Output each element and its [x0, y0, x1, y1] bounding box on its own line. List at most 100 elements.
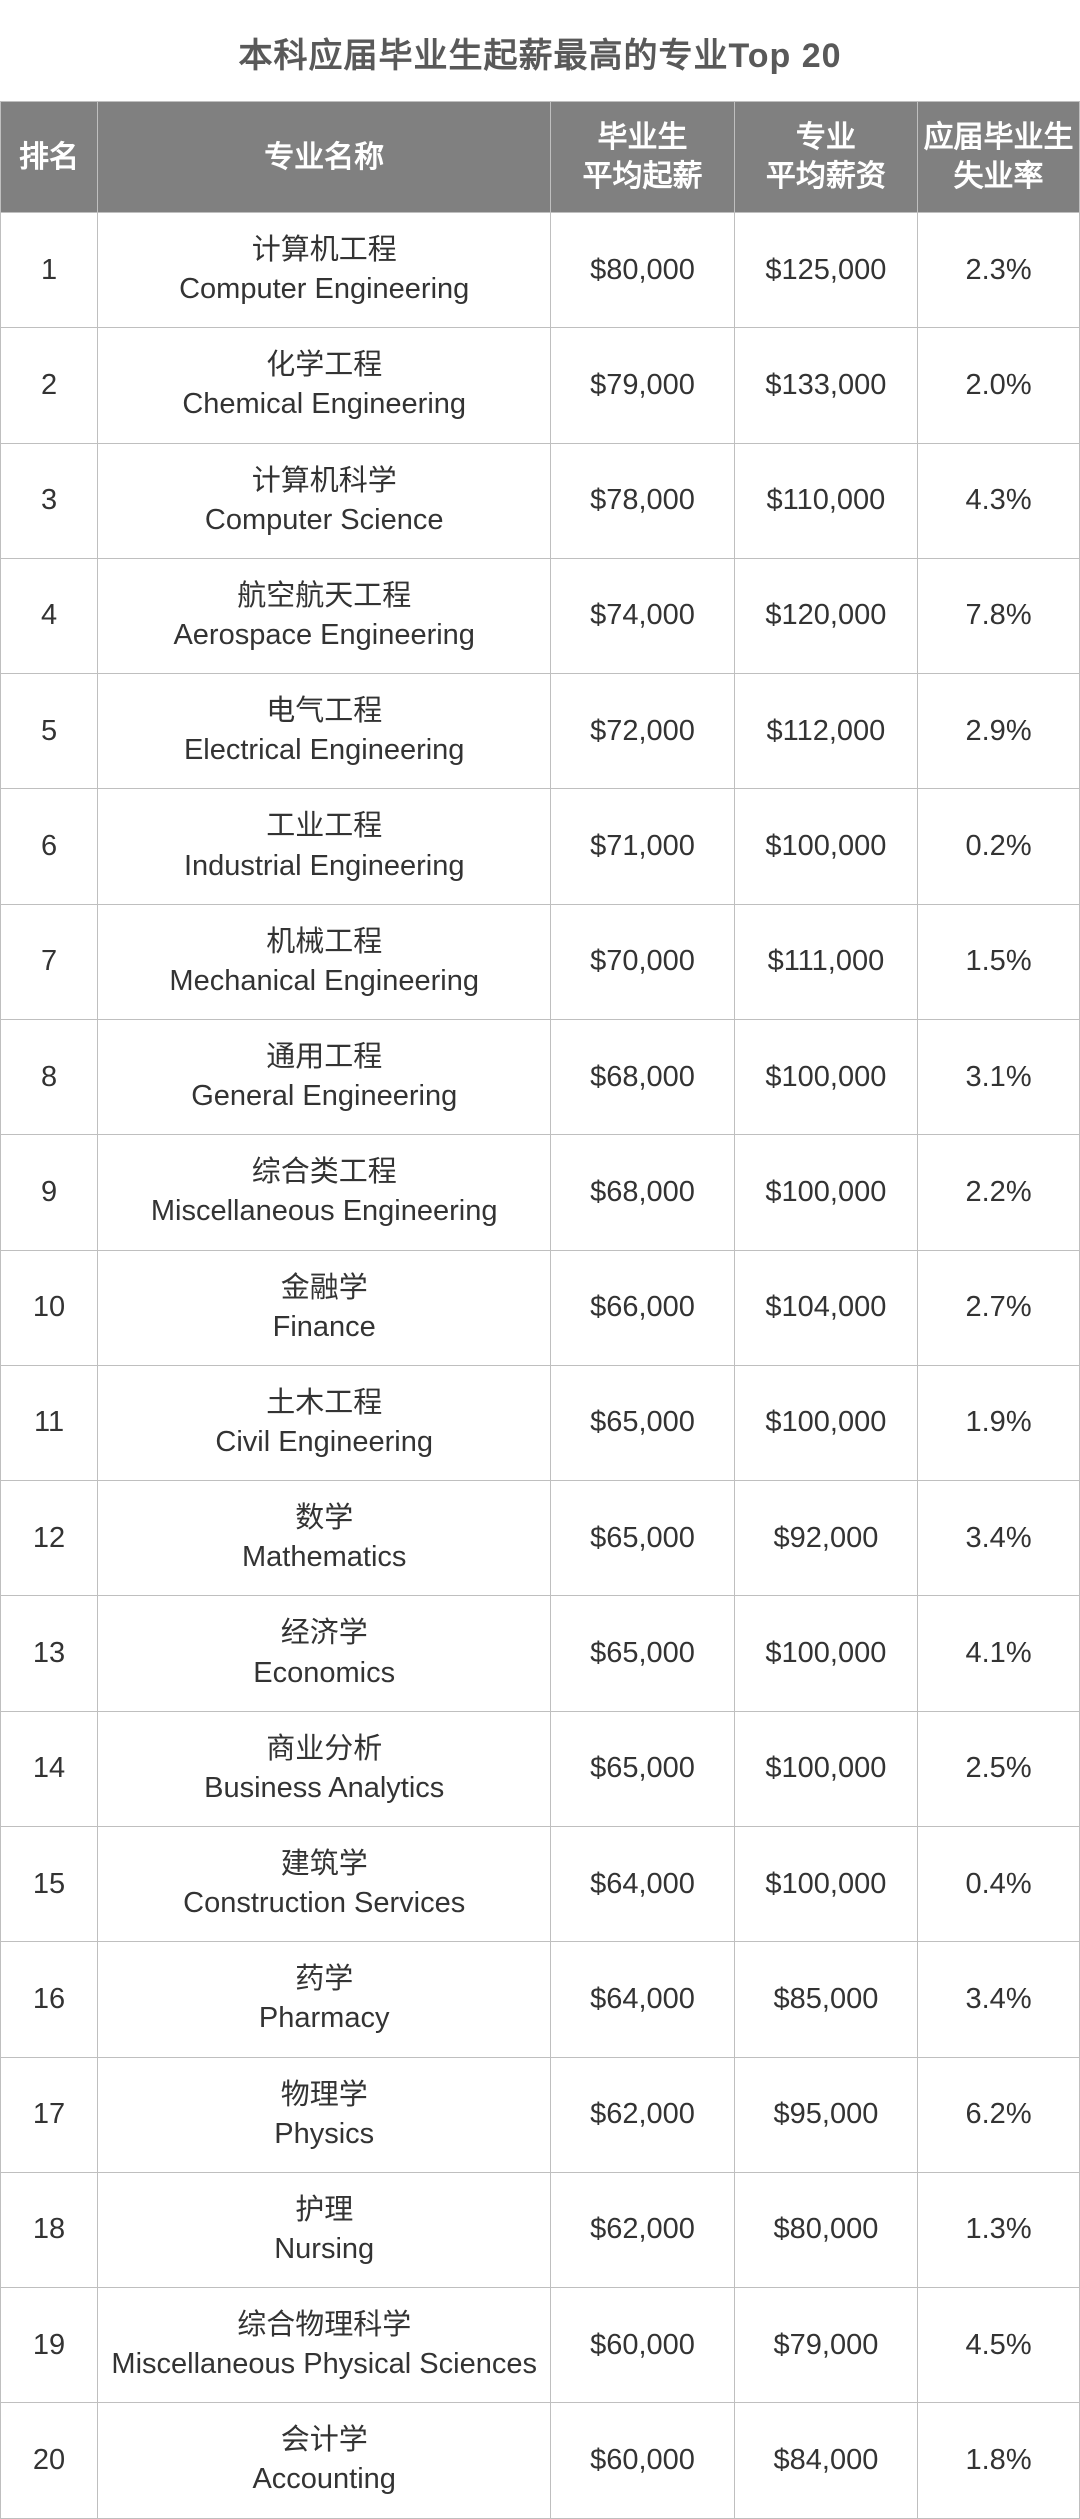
col-header-avg-salary: 专业 平均薪资	[734, 102, 917, 213]
cell-unemployment: 4.5%	[918, 2288, 1080, 2403]
major-name-cn: 通用工程	[102, 1038, 546, 1077]
cell-unemployment: 1.9%	[918, 1365, 1080, 1480]
major-name-cn: 机械工程	[102, 923, 546, 962]
cell-major: 商业分析Business Analytics	[98, 1711, 551, 1826]
header-text: 排名	[5, 138, 93, 177]
cell-start-salary: $65,000	[551, 1596, 734, 1711]
cell-avg-salary: $100,000	[734, 1135, 917, 1250]
table-row: 2化学工程Chemical Engineering$79,000$133,000…	[1, 328, 1080, 443]
col-header-rank: 排名	[1, 102, 98, 213]
cell-major: 工业工程Industrial Engineering	[98, 789, 551, 904]
cell-unemployment: 2.9%	[918, 674, 1080, 789]
table-row: 8通用工程General Engineering$68,000$100,0003…	[1, 1019, 1080, 1134]
cell-unemployment: 6.2%	[918, 2057, 1080, 2172]
cell-rank: 4	[1, 558, 98, 673]
cell-rank: 1	[1, 213, 98, 328]
major-name-en: Electrical Engineering	[102, 731, 546, 770]
cell-avg-salary: $100,000	[734, 1826, 917, 1941]
cell-unemployment: 7.8%	[918, 558, 1080, 673]
major-name-en: General Engineering	[102, 1077, 546, 1116]
table-container: 本科应届毕业生起薪最高的专业Top 20 排名 专业名称 毕业生 平均起薪	[0, 0, 1080, 2519]
major-name-cn: 会计学	[102, 2421, 546, 2460]
cell-major: 航空航天工程Aerospace Engineering	[98, 558, 551, 673]
table-row: 11土木工程Civil Engineering$65,000$100,0001.…	[1, 1365, 1080, 1480]
major-name-cn: 数学	[102, 1499, 546, 1538]
cell-major: 通用工程General Engineering	[98, 1019, 551, 1134]
cell-unemployment: 2.5%	[918, 1711, 1080, 1826]
cell-rank: 19	[1, 2288, 98, 2403]
cell-rank: 20	[1, 2403, 98, 2518]
cell-unemployment: 2.0%	[918, 328, 1080, 443]
major-name-cn: 计算机工程	[102, 231, 546, 270]
cell-major: 经济学Economics	[98, 1596, 551, 1711]
cell-unemployment: 0.4%	[918, 1826, 1080, 1941]
cell-avg-salary: $100,000	[734, 789, 917, 904]
col-header-unemployment: 应届毕业生 失业率	[918, 102, 1080, 213]
cell-major: 数学Mathematics	[98, 1481, 551, 1596]
major-name-cn: 土木工程	[102, 1384, 546, 1423]
cell-avg-salary: $120,000	[734, 558, 917, 673]
major-name-cn: 计算机科学	[102, 462, 546, 501]
major-name-en: Pharmacy	[102, 1999, 546, 2038]
page-title: 本科应届毕业生起薪最高的专业Top 20	[0, 0, 1080, 101]
major-name-cn: 航空航天工程	[102, 577, 546, 616]
cell-avg-salary: $133,000	[734, 328, 917, 443]
table-row: 4航空航天工程Aerospace Engineering$74,000$120,…	[1, 558, 1080, 673]
cell-rank: 2	[1, 328, 98, 443]
major-name-cn: 建筑学	[102, 1845, 546, 1884]
cell-avg-salary: $100,000	[734, 1365, 917, 1480]
cell-major: 土木工程Civil Engineering	[98, 1365, 551, 1480]
cell-major: 护理Nursing	[98, 2172, 551, 2287]
cell-unemployment: 4.1%	[918, 1596, 1080, 1711]
major-name-en: Computer Science	[102, 501, 546, 540]
cell-major: 综合类工程Miscellaneous Engineering	[98, 1135, 551, 1250]
cell-start-salary: $60,000	[551, 2403, 734, 2518]
table-row: 15建筑学Construction Services$64,000$100,00…	[1, 1826, 1080, 1941]
cell-unemployment: 2.2%	[918, 1135, 1080, 1250]
major-name-en: Industrial Engineering	[102, 847, 546, 886]
cell-major: 金融学Finance	[98, 1250, 551, 1365]
cell-major: 建筑学Construction Services	[98, 1826, 551, 1941]
major-name-en: Mechanical Engineering	[102, 962, 546, 1001]
cell-avg-salary: $100,000	[734, 1711, 917, 1826]
header-text: 失业率	[922, 157, 1075, 196]
cell-avg-salary: $95,000	[734, 2057, 917, 2172]
major-name-cn: 综合类工程	[102, 1153, 546, 1192]
major-name-en: Chemical Engineering	[102, 385, 546, 424]
cell-rank: 9	[1, 1135, 98, 1250]
table-row: 17物理学Physics$62,000$95,0006.2%	[1, 2057, 1080, 2172]
cell-unemployment: 2.7%	[918, 1250, 1080, 1365]
major-name-cn: 经济学	[102, 1614, 546, 1653]
cell-rank: 5	[1, 674, 98, 789]
cell-avg-salary: $84,000	[734, 2403, 917, 2518]
cell-avg-salary: $111,000	[734, 904, 917, 1019]
cell-major: 计算机科学Computer Science	[98, 443, 551, 558]
cell-major: 会计学Accounting	[98, 2403, 551, 2518]
major-name-en: Economics	[102, 1654, 546, 1693]
cell-start-salary: $65,000	[551, 1711, 734, 1826]
table-row: 14商业分析Business Analytics$65,000$100,0002…	[1, 1711, 1080, 1826]
major-name-en: Construction Services	[102, 1884, 546, 1923]
major-name-cn: 金融学	[102, 1269, 546, 1308]
major-name-cn: 电气工程	[102, 692, 546, 731]
header-text: 应届毕业生	[922, 118, 1075, 157]
cell-rank: 10	[1, 1250, 98, 1365]
col-header-start-salary: 毕业生 平均起薪	[551, 102, 734, 213]
cell-rank: 14	[1, 1711, 98, 1826]
cell-avg-salary: $85,000	[734, 1942, 917, 2057]
cell-avg-salary: $104,000	[734, 1250, 917, 1365]
major-name-en: Physics	[102, 2115, 546, 2154]
cell-rank: 12	[1, 1481, 98, 1596]
cell-rank: 15	[1, 1826, 98, 1941]
cell-unemployment: 0.2%	[918, 789, 1080, 904]
cell-start-salary: $64,000	[551, 1942, 734, 2057]
cell-start-salary: $62,000	[551, 2057, 734, 2172]
cell-unemployment: 1.5%	[918, 904, 1080, 1019]
table-row: 10金融学Finance$66,000$104,0002.7%	[1, 1250, 1080, 1365]
cell-avg-salary: $100,000	[734, 1019, 917, 1134]
major-name-en: Nursing	[102, 2230, 546, 2269]
cell-start-salary: $64,000	[551, 1826, 734, 1941]
cell-rank: 6	[1, 789, 98, 904]
major-name-en: Civil Engineering	[102, 1423, 546, 1462]
table-row: 19综合物理科学Miscellaneous Physical Sciences$…	[1, 2288, 1080, 2403]
